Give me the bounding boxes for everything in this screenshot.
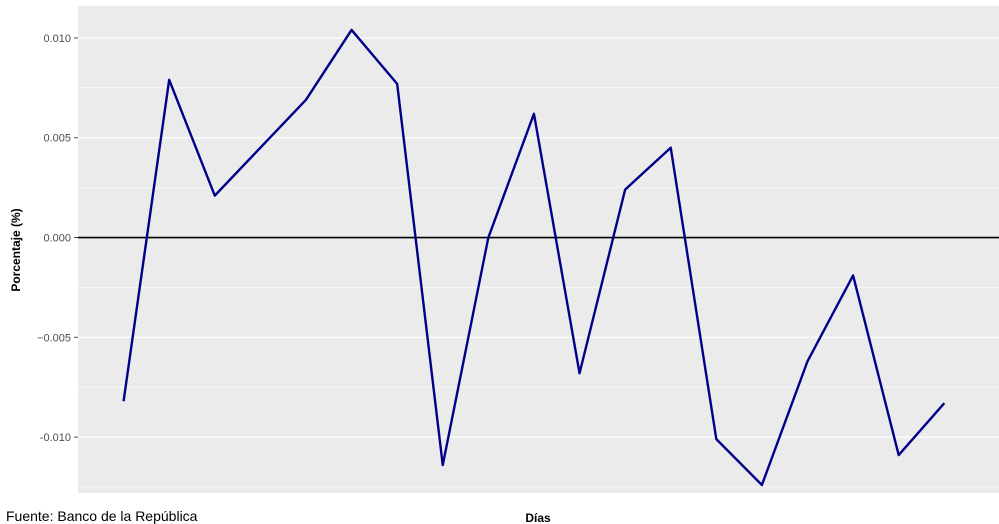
source-caption: Fuente: Banco de la República xyxy=(6,508,198,524)
series-line xyxy=(122,28,946,487)
y-tick-label: 0.000 xyxy=(43,233,71,245)
y-tick-label: −0.005 xyxy=(37,332,71,344)
minor-gridlines xyxy=(78,87,999,488)
x-axis-title: Días xyxy=(525,511,551,524)
y-tick-label: 0.010 xyxy=(43,33,71,45)
y-axis-title: Porcentaje (%) xyxy=(9,208,23,291)
y-tick-label: 0.005 xyxy=(43,133,71,145)
y-tick-label: -0.010 xyxy=(40,432,71,444)
y-tick-labels: -0.010 −0.005 0.000 0.005 0.010 xyxy=(37,33,78,444)
panel-background xyxy=(78,6,999,493)
